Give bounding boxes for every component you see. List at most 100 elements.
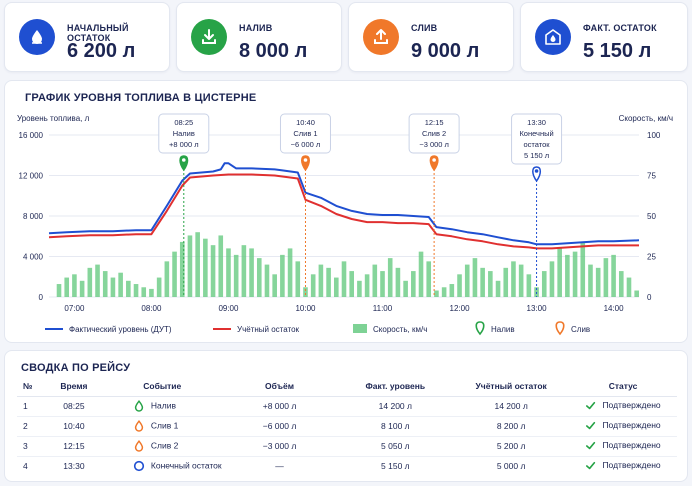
speed-bar — [526, 274, 532, 297]
speed-bar — [372, 264, 378, 297]
x-tick-label: 11:00 — [373, 304, 393, 313]
location-pin-icon — [179, 155, 189, 172]
check-icon — [585, 400, 596, 411]
cell-actual-level: 14 200 л — [337, 396, 454, 417]
speed-bar — [280, 254, 285, 297]
cell-event: Конечный остаток — [103, 456, 222, 476]
speed-bar — [418, 251, 424, 297]
speed-bar — [511, 261, 516, 297]
annotation-box — [279, 113, 331, 154]
annotation-box — [158, 113, 210, 154]
speed-bar — [626, 277, 632, 297]
annotation-text: +8 000 л — [169, 140, 199, 149]
cell-actual-level: 8 100 л — [337, 416, 454, 437]
speed-bar — [634, 290, 639, 297]
x-tick-label: 14:00 — [604, 304, 625, 313]
speed-bar — [488, 271, 493, 297]
speed-bar — [403, 280, 408, 297]
annotation-text: 10:40 — [296, 118, 315, 127]
kpi-value: 5 150 л — [583, 40, 652, 62]
speed-bar — [595, 267, 601, 297]
accounting-balance-line — [48, 173, 639, 250]
speed-bar — [541, 271, 547, 297]
location-pin-icon — [555, 321, 565, 336]
annotation-text: 08:25 — [174, 118, 193, 127]
table-row[interactable]: 4 13:30 Конечный остаток — 5 150 л 5 000 л Под… — [17, 456, 677, 476]
x-tick-label: 09:00 — [218, 304, 239, 313]
legend-label: Налив — [491, 325, 515, 334]
speed-bar — [380, 271, 385, 297]
cell-status: Подтверждено — [569, 456, 677, 476]
event-label: Слив 1 — [150, 420, 179, 431]
speed-bar — [72, 274, 77, 297]
x-tick-label: 13:00 — [527, 304, 548, 313]
cell-actual-level: 5 150 л — [381, 461, 410, 472]
cell-accounting-balance: 8 200 л — [453, 416, 570, 437]
speed-bar — [233, 254, 239, 297]
speed-bar — [572, 251, 578, 297]
speed-bar — [256, 258, 262, 297]
y2-tick-label: 25 — [647, 253, 656, 262]
y-tick-label: 16 000 — [19, 131, 44, 140]
actual-level-line — [48, 162, 640, 246]
speed-bar — [549, 261, 555, 297]
speed-bar — [203, 238, 208, 297]
speed-bar — [611, 254, 616, 297]
speed-bar — [357, 280, 362, 297]
cell-accounting-balance: 14 200 л — [453, 396, 570, 417]
trip-summary-card: СВОДКА ПО РЕЙСУ № Время Событие Объём Фа… — [4, 350, 688, 482]
cell-time: 12:15 — [44, 436, 103, 457]
cell-volume: −3 000 л — [221, 436, 338, 457]
kpi-label: ФАКТ. ОСТАТОК — [583, 23, 657, 33]
cell-event: Налив — [102, 396, 222, 417]
kpi-label: НАЧАЛЬНЫЙ ОСТАТОК — [67, 23, 129, 43]
kpi-fill: НАЛИВ 8 000 л — [176, 2, 342, 72]
speed-bar — [426, 261, 432, 297]
col-no: № — [17, 376, 45, 397]
cell-no: 2 — [17, 416, 45, 437]
annotation-box — [408, 113, 460, 154]
speed-bar — [264, 264, 270, 297]
table-row[interactable]: 1 08:25 Налив +8 000 л 14 200 л 14 200 л Подтв… — [17, 396, 677, 417]
speed-bar — [318, 264, 324, 297]
status-label: Подтверждено — [602, 440, 661, 450]
location-pin-icon — [429, 155, 439, 172]
speed-bar — [195, 232, 200, 297]
trip-summary-table: № Время Событие Объём Факт. уровень Учёт… — [17, 376, 677, 476]
cell-no: 1 — [17, 396, 45, 417]
y2-axis-label: Скорость, км/ч — [619, 114, 673, 123]
speed-bar — [179, 241, 185, 297]
speed-bar — [172, 251, 177, 297]
speed-bar — [457, 274, 462, 297]
speed-bar — [218, 235, 224, 297]
table-header-row: № Время Событие Объём Факт. уровень Учёт… — [17, 376, 677, 397]
cell-accounting-balance: 5 000 л — [496, 461, 526, 472]
cell-time: 10:40 — [44, 416, 103, 437]
speed-bar — [295, 261, 301, 297]
annotation-text: 5 150 л — [524, 151, 549, 160]
annotation-text: Слив 1 — [293, 129, 317, 138]
col-event: Событие — [102, 376, 222, 397]
cell-accounting-balance: 5 200 л — [453, 436, 570, 457]
annotation-text: 12:15 — [425, 118, 444, 127]
speed-bar — [464, 264, 470, 297]
speed-bar — [187, 235, 193, 297]
speed-bar — [126, 280, 131, 297]
cell-volume: −6 000 л — [221, 416, 338, 437]
cell-no: 4 — [23, 461, 28, 472]
col-volume: Объём — [221, 376, 338, 397]
upload-icon — [363, 19, 399, 55]
y-tick-label: 0 — [39, 293, 44, 302]
y-axis-label: Уровень топлива, л — [17, 114, 90, 123]
speed-bar — [56, 284, 62, 297]
annotation-text: 13:30 — [527, 118, 546, 127]
speed-bar — [480, 267, 485, 297]
speed-bar — [326, 267, 331, 297]
annotation-text: −6 000 л — [291, 140, 321, 149]
speed-bar — [387, 258, 393, 297]
speed-bar — [110, 277, 116, 297]
cell-time: 13:30 — [63, 461, 85, 472]
speed-bar — [249, 248, 254, 297]
